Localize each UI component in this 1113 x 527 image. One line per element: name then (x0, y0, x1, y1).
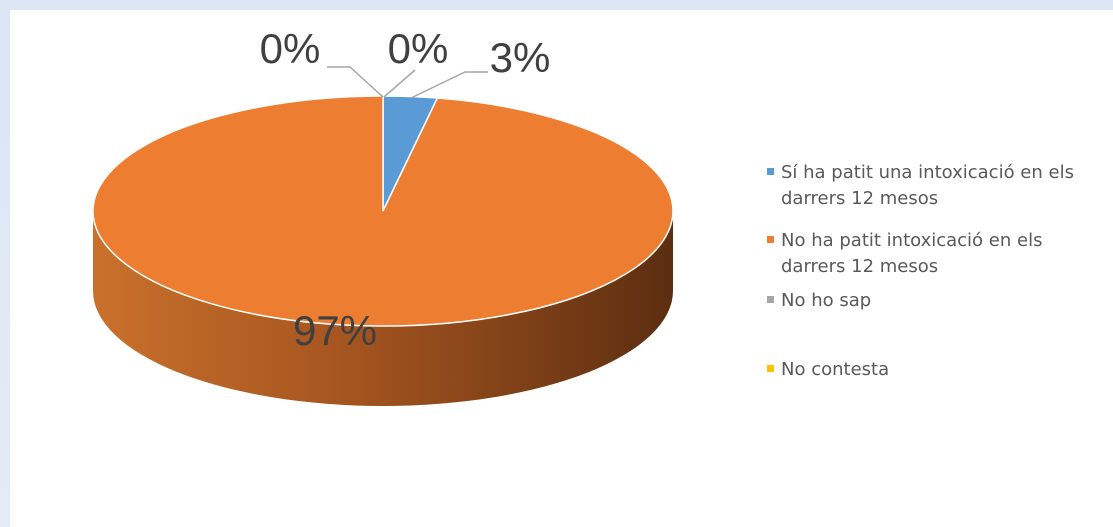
leader-lines (327, 66, 488, 99)
legend-swatch (767, 296, 774, 303)
legend-swatch (767, 168, 774, 175)
data-label: 3% (490, 34, 551, 81)
legend-label: No contesta (781, 359, 890, 380)
pie-3d-side (93, 211, 673, 406)
data-label: 0% (388, 25, 449, 72)
leader-line (327, 66, 384, 98)
pie-slice (92, 95, 674, 327)
pie-side-wall (93, 211, 673, 406)
data-label: 0% (260, 25, 321, 72)
data-labels: 3% 97% 0% 0% (260, 25, 551, 354)
legend-swatch (767, 236, 774, 243)
leader-line (410, 71, 488, 99)
leader-line (383, 69, 416, 98)
pie-slices (92, 95, 674, 327)
legend-label: Sí ha patit una intoxicació en els darre… (781, 162, 1074, 209)
legend-label: No ha patit intoxicació en els darrers 1… (781, 230, 1043, 277)
legend-swatch (767, 365, 774, 372)
legend-label: No ho sap (781, 290, 872, 311)
data-label: 97% (293, 307, 377, 354)
